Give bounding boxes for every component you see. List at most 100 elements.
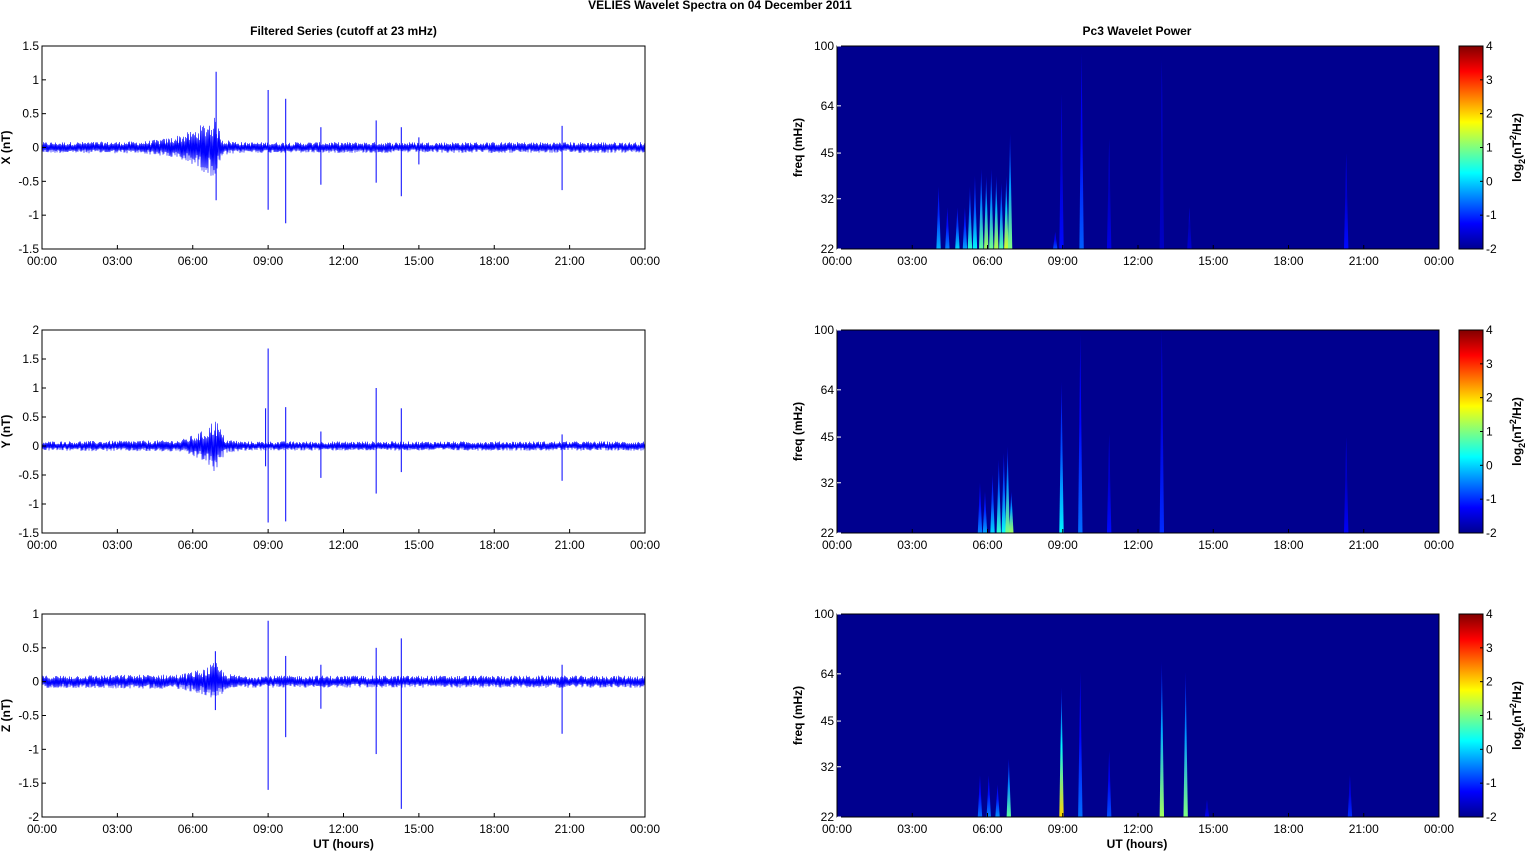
- right-column-title: Pc3 Wavelet Power: [1083, 24, 1192, 38]
- timeseries-xtick-label: 03:00: [102, 822, 132, 836]
- colorbar-label-part: log: [1510, 448, 1524, 466]
- power-streak: [972, 175, 978, 249]
- colorbar-label: log2(nT2/Hz): [1508, 113, 1526, 182]
- ytick-label: 0.5: [22, 410, 39, 424]
- ytick-label: 64: [821, 99, 835, 113]
- power-streak: [1059, 687, 1064, 817]
- timeseries-xtick-label: 15:00: [404, 538, 434, 552]
- ytick-label: 32: [821, 192, 835, 206]
- colorbar-tick-label: 0: [1486, 174, 1493, 188]
- spectrogram-background: [837, 614, 1439, 817]
- y-axis-label: Z (nT): [0, 699, 13, 732]
- power-streak: [1183, 671, 1188, 817]
- power-streak: [979, 168, 984, 249]
- colorbar-label-part: 2: [1517, 727, 1526, 732]
- figure-title: VELIES Wavelet Spectra on 04 December 20…: [588, 0, 852, 12]
- colorbar-tick-label: -2: [1486, 810, 1497, 824]
- ytick-label: 64: [821, 383, 835, 397]
- spectrogram-xtick-label: 00:00: [1424, 822, 1454, 836]
- colorbar-label-part: (nT: [1510, 708, 1524, 727]
- ytick-label: 0: [32, 141, 39, 155]
- colorbar-tick-label: 0: [1486, 458, 1493, 472]
- power-streak: [1159, 60, 1165, 249]
- spectrogram-xtick-label: 18:00: [1273, 822, 1303, 836]
- power-streak: [982, 491, 988, 533]
- colorbar: [1458, 45, 1484, 250]
- ytick-label: 1.5: [22, 352, 39, 366]
- ytick-label: -2: [28, 810, 39, 824]
- timeseries-xtick-label: 00:00: [630, 538, 660, 552]
- spectrogram-xtick-label: 21:00: [1349, 822, 1379, 836]
- spectrogram-xtick-label: 09:00: [1048, 254, 1078, 268]
- timeseries-xtick-label: 21:00: [555, 254, 585, 268]
- colorbar-tick-label: -1: [1486, 492, 1497, 506]
- colorbar-tick-label: 2: [1486, 675, 1493, 689]
- ytick-label: 1: [32, 607, 39, 621]
- ytick-label: 45: [821, 146, 835, 160]
- colorbar-tick-label: 4: [1486, 39, 1493, 53]
- plot-area: [42, 614, 645, 817]
- power-streak: [1009, 491, 1014, 533]
- colorbar-tick-label: 1: [1486, 141, 1493, 155]
- ytick-label: 22: [821, 526, 835, 540]
- timeseries-xtick-label: 00:00: [27, 254, 57, 268]
- power-streak: [1053, 231, 1058, 249]
- timeseries-xtick-label: 06:00: [178, 538, 208, 552]
- power-streak: [1159, 330, 1165, 533]
- ytick-label: 1: [32, 73, 39, 87]
- power-streak: [1005, 446, 1010, 533]
- spectrogram-xtick-label: 18:00: [1273, 538, 1303, 552]
- spectrogram-background: [837, 46, 1439, 249]
- timeseries-xtick-label: 18:00: [479, 254, 509, 268]
- spectrogram-xtick-label: 06:00: [972, 822, 1002, 836]
- z-component-timeseries-panel: -2 -1.5 -1 -0.5 0 0.5 1 00:00 03:00 06:00 09:00 12:…: [0, 607, 660, 836]
- spectrogram-xtick-label: 06:00: [972, 254, 1002, 268]
- ytick-label: 100: [814, 39, 834, 53]
- y-component-timeseries-panel: -1.5 -1 -0.5 0 0.5 1 1.5 2 00:00 03:00 06:00 09:00 1…: [0, 323, 660, 552]
- timeseries-xtick-label: 15:00: [404, 822, 434, 836]
- left-column-title: Filtered Series (cutoff at 23 mHz): [250, 24, 437, 38]
- timeseries-xtick-label: 15:00: [404, 254, 434, 268]
- power-streak: [996, 459, 1001, 533]
- plot-area: [42, 330, 645, 533]
- spectrogram-xtick-label: 18:00: [1273, 254, 1303, 268]
- power-streak: [936, 186, 941, 249]
- power-streak: [977, 482, 983, 533]
- timeseries-xtick-label: 06:00: [178, 822, 208, 836]
- spectrogram-xtick-label: 15:00: [1198, 822, 1228, 836]
- colorbar-tick-label: 2: [1486, 107, 1493, 121]
- power-streak: [986, 775, 991, 817]
- colorbar-tick-label: -1: [1486, 208, 1497, 222]
- power-streak: [1078, 671, 1083, 817]
- ytick-label: 0: [32, 675, 39, 689]
- power-streak: [1079, 52, 1084, 249]
- colorbar-tick-label: 4: [1486, 323, 1493, 337]
- spectrogram-xtick-label: 15:00: [1198, 538, 1228, 552]
- colorbar-label-part: /Hz): [1510, 681, 1524, 703]
- ytick-label: -1: [28, 208, 39, 222]
- ytick-label: 22: [821, 810, 835, 824]
- power-streak: [1204, 799, 1210, 817]
- ytick-label: 64: [821, 667, 835, 681]
- power-streak: [984, 175, 989, 249]
- series-line: [41, 661, 646, 698]
- ytick-label: -1.5: [18, 526, 39, 540]
- power-streak: [1007, 133, 1013, 249]
- timeseries-xtick-label: 00:00: [630, 254, 660, 268]
- right-x-axis-label: UT (hours): [1107, 837, 1168, 851]
- power-streak: [1001, 452, 1007, 533]
- colorbar-label-part: 2: [1508, 419, 1518, 424]
- power-streak: [1106, 434, 1112, 533]
- series-line: [41, 117, 646, 176]
- timeseries-xtick-label: 12:00: [328, 254, 358, 268]
- power-streak: [1004, 175, 1009, 249]
- power-streak: [1059, 381, 1064, 533]
- spectrogram-background: [837, 330, 1439, 533]
- ytick-label: 0.5: [22, 107, 39, 121]
- power-streak: [1106, 138, 1112, 249]
- x-component-timeseries-panel: -1.5 -1 -0.5 0 0.5 1 1.5 00:00 03:00 06:00 09:00 12…: [0, 39, 660, 268]
- y-axis-label: Y (nT): [0, 415, 13, 449]
